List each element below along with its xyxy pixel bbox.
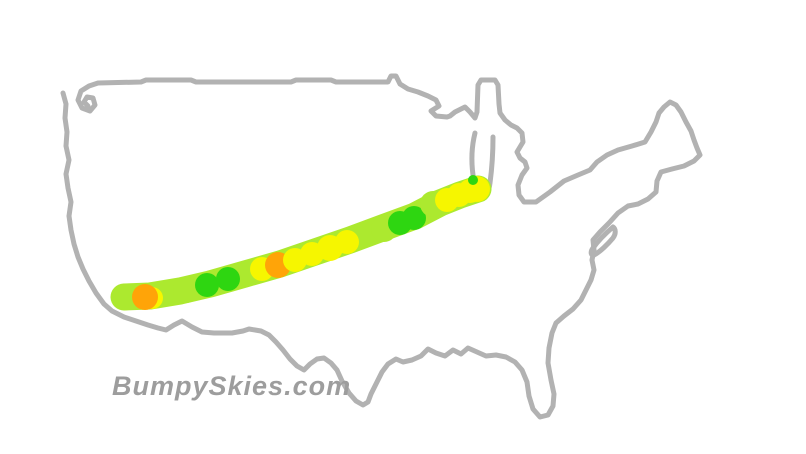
map-outline-layer xyxy=(60,73,703,420)
route-turbulence-dot xyxy=(468,175,478,185)
flight-route-layer xyxy=(110,175,492,311)
bumpyskies-watermark: BumpySkies.com xyxy=(112,371,352,401)
route-turbulence-dot xyxy=(335,230,359,254)
long-island-outline xyxy=(588,224,618,258)
route-turbulence-dot xyxy=(173,277,199,303)
us-border-outline xyxy=(60,73,703,420)
route-turbulence-dot xyxy=(132,284,158,310)
route-turbulence-dot xyxy=(195,273,219,297)
route-turbulence-dot xyxy=(402,206,426,230)
route-turbulence-dot xyxy=(216,267,240,291)
